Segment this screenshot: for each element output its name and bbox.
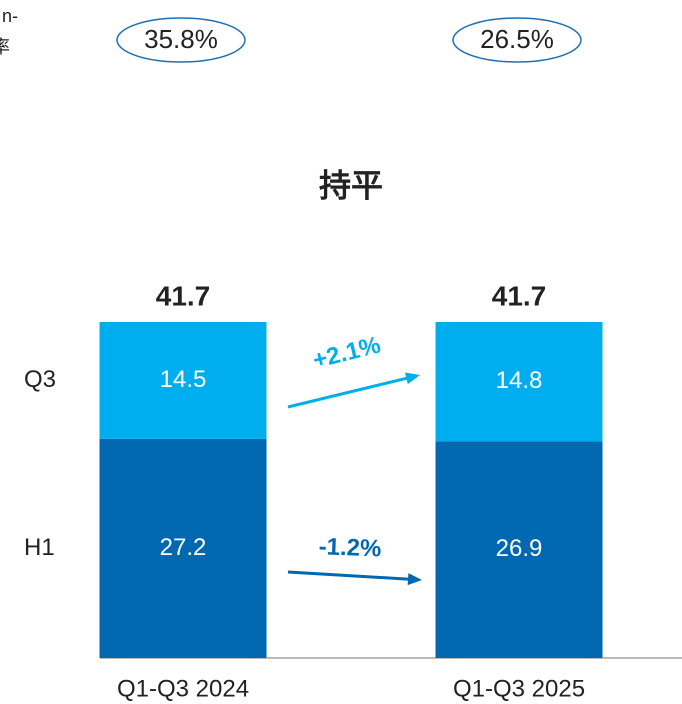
badge xyxy=(452,17,582,63)
legend-label: Q3 xyxy=(24,366,56,393)
arrow-head xyxy=(404,372,420,385)
change-arrow xyxy=(287,570,415,582)
x-tick-label: Q1-Q3 2025 xyxy=(453,675,585,702)
total-label: 41.7 xyxy=(156,280,211,311)
value-label: 26.9 xyxy=(496,535,543,562)
badge-label: 26.5% xyxy=(480,24,554,54)
arrow-head xyxy=(407,573,422,586)
bar-segment xyxy=(435,441,603,658)
badge-label: 35.8% xyxy=(144,24,218,54)
change-arrow xyxy=(287,375,413,409)
badge xyxy=(116,17,246,63)
bar-segment xyxy=(435,322,603,442)
bar-segment xyxy=(99,322,267,439)
total-label: 41.7 xyxy=(492,280,547,311)
change-label: -1.2% xyxy=(318,533,382,562)
legend-label: H1 xyxy=(24,534,55,561)
value-label: 27.2 xyxy=(160,534,207,561)
corner-text: n- xyxy=(2,6,18,26)
value-label: 14.8 xyxy=(496,367,543,394)
bar-segment xyxy=(99,438,267,658)
chart-title: 持平 xyxy=(319,167,383,203)
change-label: +2.1% xyxy=(310,331,383,374)
corner-text: 率 xyxy=(0,37,10,57)
value-label: 14.5 xyxy=(160,366,207,393)
x-tick-label: Q1-Q3 2024 xyxy=(117,675,249,702)
